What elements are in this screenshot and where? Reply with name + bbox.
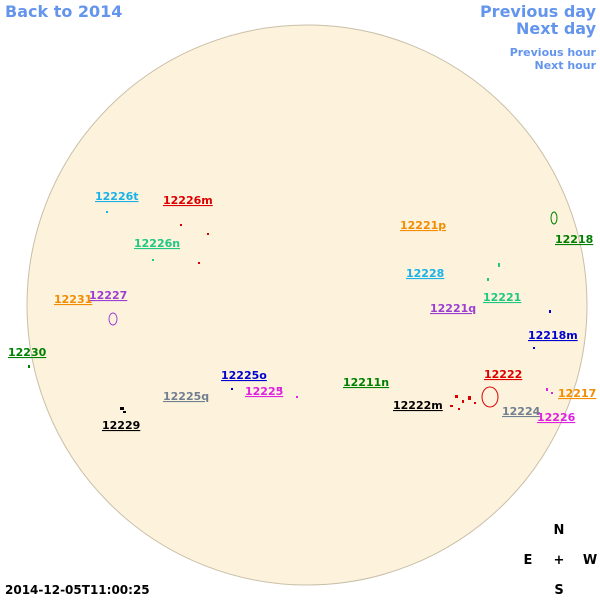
region-label[interactable]: 12211n [343, 376, 389, 389]
spot [481, 386, 499, 408]
region-label[interactable]: 12229 [102, 419, 140, 432]
compass-label: S [554, 583, 563, 598]
region-label[interactable]: 12226m [163, 194, 213, 207]
region-label[interactable]: 12226t [95, 190, 139, 203]
region-label[interactable]: 12226 [537, 411, 576, 424]
region-label[interactable]: 12226n [134, 237, 180, 250]
region-label[interactable]: 12222 [484, 368, 522, 381]
region-label[interactable]: 12224 [502, 405, 541, 418]
nav-link[interactable]: Previous day [480, 2, 597, 21]
compass-label: E [524, 553, 533, 568]
solar-disk [26, 24, 588, 586]
region-label[interactable]: 12225o [221, 369, 267, 382]
region-label[interactable]: 12221p [400, 219, 446, 232]
spot [108, 312, 118, 326]
compass-label: W [583, 553, 597, 568]
region-label[interactable]: 12231 [54, 293, 92, 306]
region-label[interactable]: 12217 [558, 387, 596, 400]
spot [550, 211, 558, 225]
compass-label: N [554, 523, 565, 538]
region-label[interactable]: 12228 [406, 267, 444, 280]
timestamp: 2014-12-05T11:00:25 [5, 583, 150, 597]
nav-link[interactable]: Back to 2014 [5, 2, 122, 21]
sunspots [28, 211, 558, 413]
region-label[interactable]: 12227 [89, 289, 127, 302]
region-label[interactable]: 12222m [393, 399, 443, 412]
nav-link[interactable]: Previous hour [510, 46, 597, 59]
region-label[interactable]: 12218m [528, 329, 578, 342]
region-label[interactable]: 12218 [555, 233, 593, 246]
region-label[interactable]: 12230 [8, 346, 47, 359]
region-label[interactable]: 12221q [430, 302, 476, 315]
region-label[interactable]: 12225 [245, 385, 283, 398]
nav-link[interactable]: Next day [516, 19, 597, 38]
nav-link[interactable]: Next hour [535, 59, 597, 72]
compass-label: + [554, 553, 565, 568]
region-label[interactable]: 12221 [483, 291, 521, 304]
region-label[interactable]: 12225q [163, 390, 209, 403]
